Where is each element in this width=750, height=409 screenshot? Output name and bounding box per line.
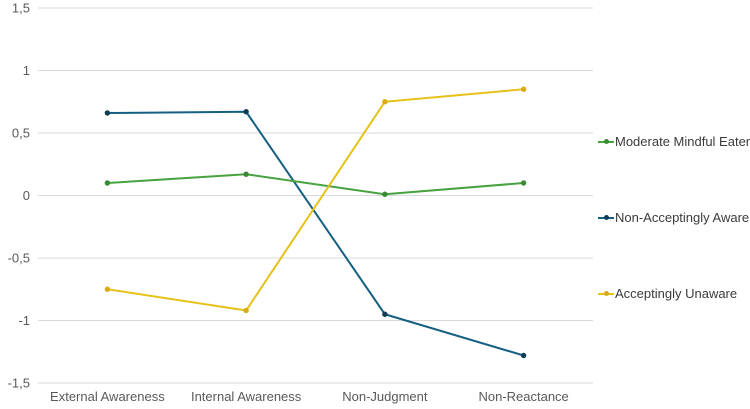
y-axis-tick-label: -1 [18, 313, 30, 328]
y-axis-tick-label: 0,5 [12, 126, 30, 141]
data-point-marker [243, 109, 249, 115]
legend-dot-icon [603, 215, 609, 220]
data-point-marker [243, 171, 249, 177]
y-axis-tick-label: 1 [23, 63, 30, 78]
y-axis-tick-label: -0,5 [8, 251, 30, 266]
data-point-marker [104, 180, 111, 186]
legend-marker-yellow-line-icon [598, 289, 614, 298]
y-axis-tick-label: 1,5 [12, 1, 30, 16]
data-point-marker [520, 86, 527, 92]
legend-dot-icon [603, 139, 609, 144]
y-axis-tick-label: 0 [23, 188, 30, 203]
data-point-marker [382, 191, 388, 197]
legend-dot-icon [603, 291, 609, 296]
x-axis-category-label: External Awareness [50, 389, 165, 404]
x-axis-category-label: Non-Reactance [478, 389, 568, 404]
data-point-marker [243, 307, 249, 314]
data-point-marker [104, 286, 111, 292]
data-point-marker [382, 311, 388, 317]
legend-marker-blue-line-icon [598, 213, 614, 222]
legend-item-non-acceptingly-aware: Non-Acceptingly Aware [598, 210, 749, 225]
series-line-1 [106, 110, 525, 357]
legend-item-acceptingly-unaware: Acceptingly Unaware [598, 286, 737, 301]
legend-label: Non-Acceptingly Aware [615, 210, 750, 225]
data-point-marker [382, 99, 388, 105]
data-point-marker [104, 110, 111, 116]
series-line-0 [106, 173, 525, 196]
data-point-marker [520, 352, 527, 359]
series-line-2 [106, 88, 525, 312]
legend-label: Moderate Mindful Eater [615, 134, 750, 149]
y-axis-tick-label: -1,5 [8, 376, 30, 391]
chart-legend: Moderate Mindful Eater Non-Acceptingly A… [598, 0, 750, 409]
legend-item-moderate-mindful-eater: Moderate Mindful Eater [598, 134, 750, 149]
x-axis-category-label: Non-Judgment [342, 389, 428, 404]
x-axis-category-label: Internal Awareness [191, 389, 302, 404]
legend-label: Acceptingly Unaware [615, 286, 738, 301]
data-point-marker [520, 180, 527, 186]
legend-marker-green-line-icon [598, 137, 614, 146]
